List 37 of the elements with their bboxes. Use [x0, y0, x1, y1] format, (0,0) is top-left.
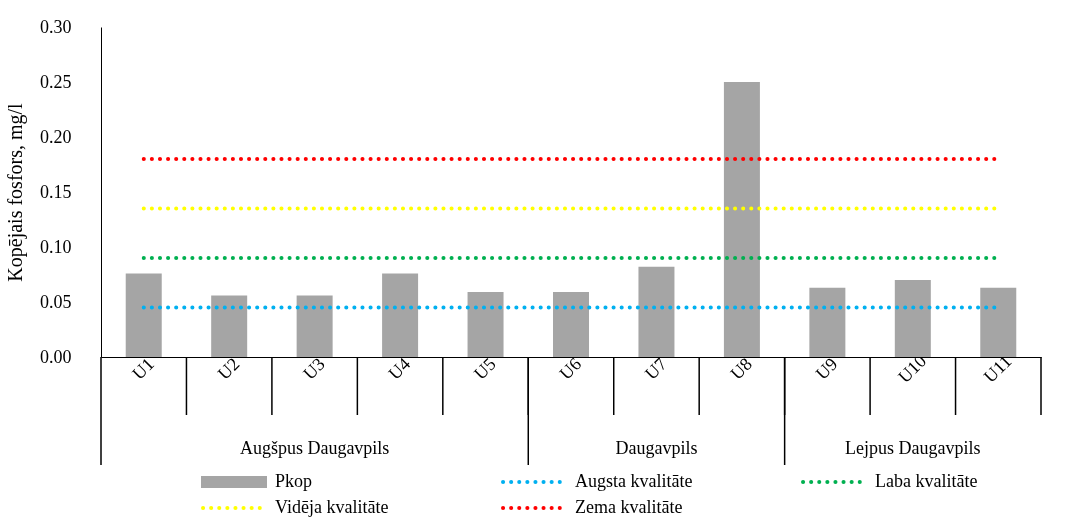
- y-tick-label: 0.15: [40, 181, 72, 202]
- y-tick-label: 0.05: [40, 291, 72, 312]
- y-axis-title: Kopējais fosfors, mg/l: [4, 102, 27, 282]
- y-tick-label: 0.00: [40, 346, 72, 367]
- legend-label: Augsta kvalitāte: [575, 471, 693, 491]
- bar: [894, 280, 931, 357]
- legend-label: Pkop: [275, 471, 313, 491]
- text: Augšpus Daugavpils: [239, 438, 390, 458]
- y-tick-label: 0.25: [40, 71, 72, 92]
- bar: [980, 287, 1017, 357]
- legend-label: Laba kvalitāte: [875, 471, 978, 491]
- bar: [125, 273, 162, 357]
- bar: [296, 295, 333, 357]
- x-tick-label: U7: [640, 353, 671, 384]
- legend-label: Vidēja kvalitāte: [275, 497, 389, 517]
- text: Daugavpils: [615, 438, 698, 458]
- x-tick-label: U11: [979, 350, 1016, 387]
- x-tick-label: U3: [299, 353, 329, 384]
- bar: [809, 287, 846, 357]
- bar: [211, 295, 248, 357]
- x-tick-label: U1: [128, 353, 158, 384]
- y-tick-label: 0.20: [40, 126, 72, 147]
- bar: [723, 82, 760, 357]
- x-tick-label: U2: [213, 353, 244, 384]
- y-tick-label: 0.10: [40, 236, 72, 257]
- x-tick-label: U4: [384, 353, 415, 384]
- bar: [553, 292, 589, 357]
- bar: [467, 292, 504, 357]
- bar: [382, 273, 419, 357]
- x-tick-label: U8: [726, 353, 757, 384]
- x-tick-label: U5: [469, 353, 500, 384]
- y-tick-label: 0.30: [40, 16, 72, 37]
- bar: [638, 266, 675, 357]
- text: Lejpus Daugavpils: [845, 438, 981, 458]
- x-tick-label: U9: [811, 353, 842, 384]
- legend-label: Zema kvalitāte: [575, 497, 683, 517]
- x-tick-label: U6: [555, 353, 586, 384]
